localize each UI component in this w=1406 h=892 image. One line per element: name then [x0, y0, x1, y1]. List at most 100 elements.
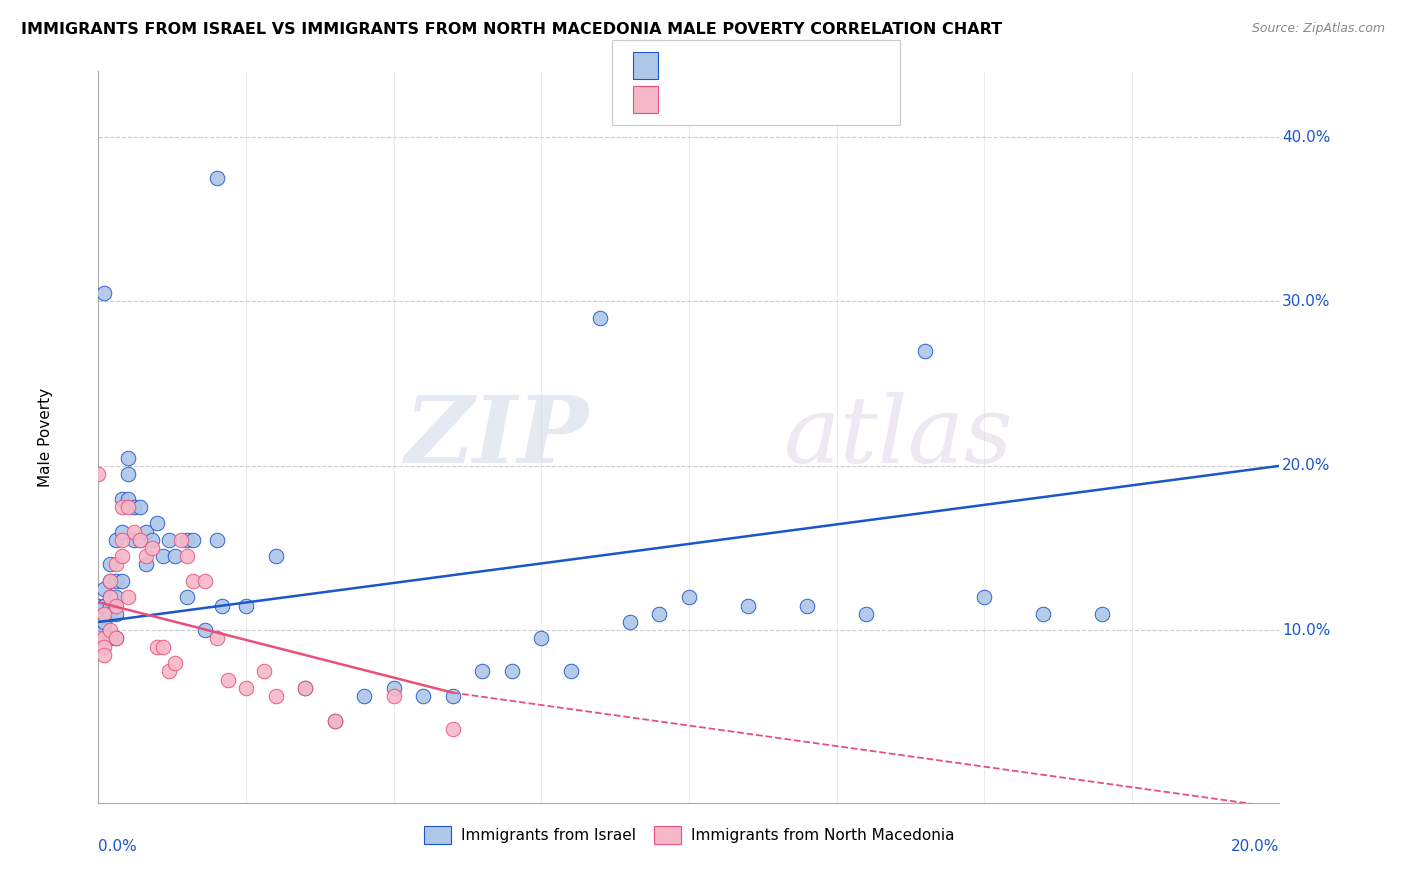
Point	[471, 665, 494, 679]
Point	[117, 467, 139, 481]
Legend: Immigrants from Israel, Immigrants from North Macedonia: Immigrants from Israel, Immigrants from …	[418, 820, 960, 850]
Point	[441, 689, 464, 703]
Point	[441, 722, 464, 736]
Text: atlas: atlas	[783, 392, 1012, 482]
Point	[264, 549, 287, 564]
Point	[105, 599, 128, 613]
Point	[105, 574, 128, 588]
Point	[382, 681, 405, 695]
Point	[105, 632, 128, 646]
Point	[111, 491, 134, 506]
Point	[122, 500, 145, 514]
Point	[111, 524, 134, 539]
Point	[117, 491, 139, 506]
Point	[648, 607, 671, 621]
Point	[294, 681, 316, 695]
Point	[87, 467, 110, 481]
Point	[117, 450, 139, 465]
Point	[111, 549, 134, 564]
Point	[165, 549, 187, 564]
Point	[176, 591, 198, 605]
Point	[117, 591, 139, 605]
Point	[105, 607, 128, 621]
Point	[111, 574, 134, 588]
Point	[93, 286, 115, 301]
Point	[117, 500, 139, 514]
Point	[157, 533, 180, 547]
Point	[181, 533, 204, 547]
Point	[105, 558, 128, 572]
Point	[93, 624, 115, 638]
Point	[560, 665, 582, 679]
Point	[87, 632, 110, 646]
Point	[141, 541, 163, 555]
Point	[111, 500, 134, 514]
Text: 10.0%: 10.0%	[1282, 623, 1330, 638]
Point	[176, 549, 198, 564]
Point	[122, 524, 145, 539]
Text: R = -0.300   N = 36: R = -0.300 N = 36	[669, 92, 852, 107]
Point	[181, 574, 204, 588]
Point	[152, 640, 174, 654]
Text: R =  0.231   N = 64: R = 0.231 N = 64	[669, 58, 852, 73]
Point	[93, 615, 115, 629]
Point	[105, 591, 128, 605]
Point	[105, 533, 128, 547]
Text: 40.0%: 40.0%	[1282, 129, 1330, 145]
Point	[135, 558, 157, 572]
Point	[146, 516, 169, 531]
Point	[98, 591, 121, 605]
Text: 30.0%: 30.0%	[1282, 294, 1330, 309]
Point	[678, 591, 700, 605]
Point	[1032, 607, 1054, 621]
Point	[93, 640, 115, 654]
Point	[205, 533, 228, 547]
Text: IMMIGRANTS FROM ISRAEL VS IMMIGRANTS FROM NORTH MACEDONIA MALE POVERTY CORRELATI: IMMIGRANTS FROM ISRAEL VS IMMIGRANTS FRO…	[21, 22, 1002, 37]
Point	[796, 599, 818, 613]
Point	[128, 533, 150, 547]
Point	[98, 558, 121, 572]
Point	[294, 681, 316, 695]
Point	[589, 310, 612, 325]
Text: Source: ZipAtlas.com: Source: ZipAtlas.com	[1251, 22, 1385, 36]
Point	[530, 632, 553, 646]
Point	[973, 591, 995, 605]
Point	[93, 599, 115, 613]
Point	[98, 607, 121, 621]
Point	[914, 343, 936, 358]
Point	[93, 632, 115, 646]
Point	[165, 656, 187, 670]
Text: 0.0%: 0.0%	[98, 839, 138, 854]
Point	[98, 599, 121, 613]
Point	[93, 607, 115, 621]
Point	[194, 624, 217, 638]
Point	[93, 582, 115, 596]
Text: 20.0%: 20.0%	[1282, 458, 1330, 474]
Point	[157, 665, 180, 679]
Point	[122, 533, 145, 547]
Point	[501, 665, 523, 679]
Point	[235, 681, 257, 695]
Point	[141, 533, 163, 547]
Point	[98, 574, 121, 588]
Point	[737, 599, 759, 613]
Point	[217, 673, 239, 687]
Point	[194, 574, 217, 588]
Point	[323, 714, 346, 728]
Text: ZIP: ZIP	[405, 392, 589, 482]
Point	[93, 615, 115, 629]
Text: Male Poverty: Male Poverty	[38, 387, 53, 487]
Point	[87, 599, 110, 613]
Point	[1091, 607, 1114, 621]
Point	[323, 714, 346, 728]
Point	[93, 648, 115, 662]
Point	[152, 549, 174, 564]
Point	[253, 665, 276, 679]
Point	[176, 533, 198, 547]
Point	[98, 624, 121, 638]
Point	[412, 689, 434, 703]
Point	[128, 500, 150, 514]
Point	[619, 615, 641, 629]
Point	[382, 689, 405, 703]
Point	[235, 599, 257, 613]
